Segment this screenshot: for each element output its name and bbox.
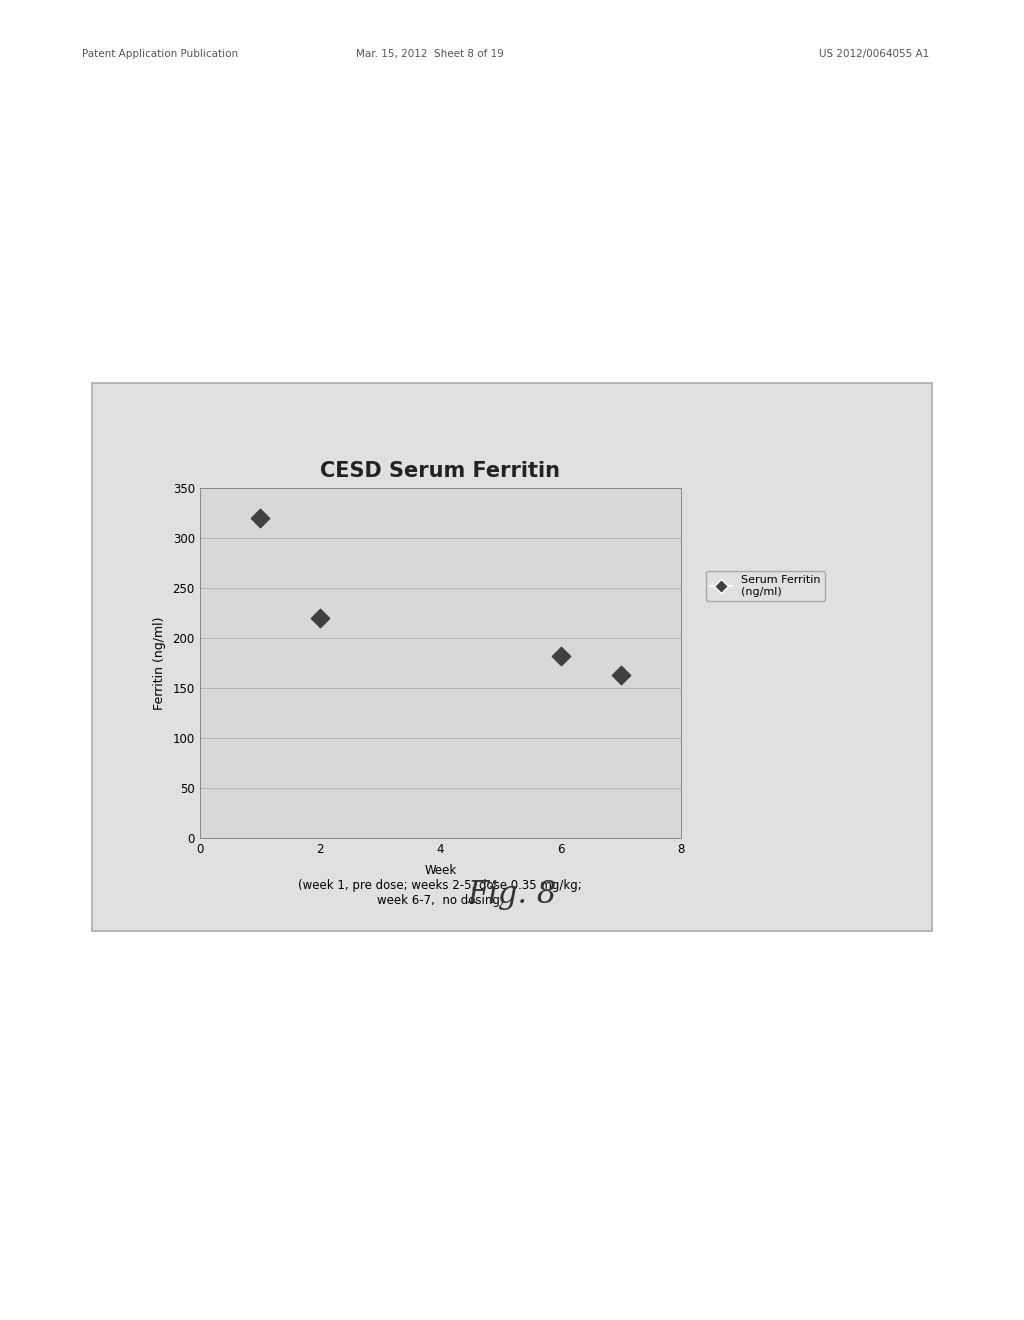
Point	[311, 607, 328, 628]
Point	[252, 508, 268, 529]
Text: Mar. 15, 2012  Sheet 8 of 19: Mar. 15, 2012 Sheet 8 of 19	[356, 49, 504, 59]
Legend: Serum Ferritin
(ng/ml): Serum Ferritin (ng/ml)	[706, 572, 825, 602]
Point	[553, 645, 569, 667]
Point	[612, 665, 629, 686]
X-axis label: Week
(week 1, pre dose; weeks 2-5, dose 0.35 mg/kg;
week 6-7,  no dosing): Week (week 1, pre dose; weeks 2-5, dose …	[298, 865, 583, 907]
Y-axis label: Ferritin (ng/ml): Ferritin (ng/ml)	[153, 616, 166, 710]
Text: US 2012/0064055 A1: US 2012/0064055 A1	[819, 49, 930, 59]
Text: Fig. 8: Fig. 8	[467, 879, 557, 911]
Text: Patent Application Publication: Patent Application Publication	[82, 49, 238, 59]
Title: CESD Serum Ferritin: CESD Serum Ferritin	[321, 461, 560, 482]
